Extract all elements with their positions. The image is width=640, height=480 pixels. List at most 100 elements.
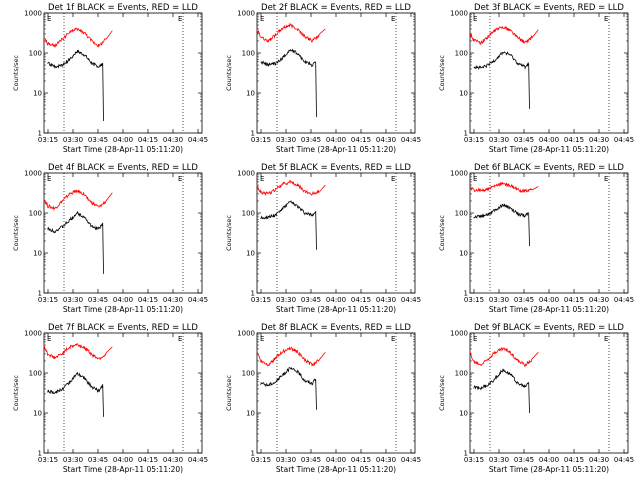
y-tick-label: 10 <box>246 250 255 258</box>
x-tick-label: 03:15 <box>38 296 58 304</box>
x-tick-label: 03:30 <box>276 456 296 464</box>
x-tick-label: 04:00 <box>326 296 346 304</box>
detector-panel: Det 1f BLACK = Events, RED = LLD 1 10 100 10… <box>0 0 213 160</box>
plot-frame <box>256 172 416 294</box>
event-rate-line <box>473 203 530 247</box>
panel-title: Det 2f BLACK = Events, RED = LLD <box>261 3 411 13</box>
y-tick-label: 10 <box>459 90 468 98</box>
x-tick-label: 04:30 <box>163 136 183 144</box>
y-tick-label: 100 <box>29 370 42 378</box>
lld-rate-line <box>256 179 326 197</box>
event-marker-label: E <box>178 335 182 343</box>
y-tick-label: 1000 <box>24 10 42 18</box>
x-tick-label: 04:30 <box>589 136 609 144</box>
x-tick-label: 04:45 <box>614 296 634 304</box>
event-rate-line <box>47 49 104 122</box>
detector-panel: Det 5f BLACK = Events, RED = LLD 1 10 100 10… <box>213 160 426 320</box>
x-tick-label: 04:00 <box>113 136 133 144</box>
panel-title: Det 9f BLACK = Events, RED = LLD <box>474 323 624 333</box>
event-rate-line <box>47 371 104 417</box>
x-tick-label: 03:15 <box>38 136 58 144</box>
x-tick-label: 03:15 <box>251 136 271 144</box>
y-tick-label: 100 <box>242 370 255 378</box>
y-tick-label: 1 <box>464 130 468 138</box>
detector-panel: Det 4f BLACK = Events, RED = LLD 1 10 100 10… <box>0 160 213 320</box>
x-tick-label: 04:15 <box>138 296 158 304</box>
x-tick-label: 03:15 <box>38 456 58 464</box>
x-tick-label: 04:00 <box>326 456 346 464</box>
y-tick-label: 1 <box>464 450 468 458</box>
x-tick-label: 03:15 <box>251 296 271 304</box>
lld-rate-line <box>469 346 539 368</box>
event-marker-label: E <box>47 335 51 343</box>
x-tick-label: 04:15 <box>351 456 371 464</box>
x-axis-label: Start Time (28-Apr-11 05:11:20) <box>489 465 609 474</box>
y-tick-label: 1 <box>251 290 255 298</box>
detector-panel: Det 2f BLACK = Events, RED = LLD 1 10 100 10… <box>213 0 426 160</box>
lld-rate-line <box>256 22 326 43</box>
plot-frame <box>43 332 203 454</box>
y-tick-label: 1000 <box>237 10 255 18</box>
event-rate-line <box>473 368 530 414</box>
x-tick-label: 04:30 <box>376 456 396 464</box>
y-tick-label: 1000 <box>237 170 255 178</box>
x-tick-label: 04:15 <box>564 456 584 464</box>
x-tick-label: 04:30 <box>589 296 609 304</box>
x-tick-label: 04:30 <box>376 296 396 304</box>
panel-chart: Det 6f BLACK = Events, RED = LLD 1 10 100 10… <box>438 163 634 314</box>
x-tick-label: 04:15 <box>138 136 158 144</box>
y-tick-label: 100 <box>455 370 468 378</box>
x-tick-label: 03:30 <box>276 296 296 304</box>
x-tick-label: 04:15 <box>138 456 158 464</box>
detector-panel: Det 9f BLACK = Events, RED = LLD 1 10 100 10… <box>426 320 639 480</box>
x-tick-label: 04:00 <box>113 456 133 464</box>
x-tick-label: 03:15 <box>464 456 484 464</box>
x-tick-label: 03:30 <box>489 296 509 304</box>
panel-title: Det 3f BLACK = Events, RED = LLD <box>474 3 624 13</box>
y-tick-label: 10 <box>246 410 255 418</box>
panel-chart: Det 8f BLACK = Events, RED = LLD 1 10 100 10… <box>225 323 421 474</box>
event-marker-label: E <box>473 175 477 183</box>
x-tick-label: 04:45 <box>188 296 208 304</box>
event-marker-label: E <box>473 15 477 23</box>
x-tick-label: 04:45 <box>614 456 634 464</box>
lld-rate-line <box>256 346 326 367</box>
y-tick-label: 10 <box>246 90 255 98</box>
x-tick-label: 03:45 <box>301 296 321 304</box>
x-tick-label: 04:30 <box>163 456 183 464</box>
x-tick-label: 04:45 <box>401 136 421 144</box>
x-tick-label: 03:30 <box>489 136 509 144</box>
event-marker-label: E <box>260 175 264 183</box>
plot-frame <box>43 12 203 134</box>
y-tick-label: 1 <box>464 290 468 298</box>
detector-panel: Det 8f BLACK = Events, RED = LLD 1 10 100 10… <box>213 320 426 480</box>
x-tick-label: 03:15 <box>464 296 484 304</box>
lld-rate-line <box>469 25 539 46</box>
x-tick-label: 03:30 <box>63 456 83 464</box>
x-axis-label: Start Time (28-Apr-11 05:11:20) <box>276 145 396 154</box>
x-tick-label: 04:00 <box>539 456 559 464</box>
y-axis-label: Counts/sec <box>12 375 20 411</box>
y-tick-label: 100 <box>29 50 42 58</box>
y-tick-label: 10 <box>33 250 42 258</box>
y-tick-label: 1000 <box>237 330 255 338</box>
y-axis-label: Counts/sec <box>225 375 233 411</box>
y-tick-label: 100 <box>242 50 255 58</box>
event-rate-line <box>260 48 317 118</box>
x-axis-label: Start Time (28-Apr-11 05:11:20) <box>63 145 183 154</box>
panel-chart: Det 2f BLACK = Events, RED = LLD 1 10 100 10… <box>225 3 421 154</box>
x-tick-label: 03:15 <box>251 456 271 464</box>
y-tick-label: 100 <box>455 210 468 218</box>
detector-panel: Det 6f BLACK = Events, RED = LLD 1 10 100 10… <box>426 160 639 320</box>
y-axis-label: Counts/sec <box>225 55 233 91</box>
y-tick-label: 1000 <box>24 170 42 178</box>
x-tick-label: 04:00 <box>113 296 133 304</box>
event-marker-label: E <box>604 15 608 23</box>
x-axis-label: Start Time (28-Apr-11 05:11:20) <box>489 305 609 314</box>
y-axis-label: Counts/sec <box>12 55 20 91</box>
panel-title: Det 4f BLACK = Events, RED = LLD <box>48 163 198 173</box>
detector-panel: Det 7f BLACK = Events, RED = LLD 1 10 100 10… <box>0 320 213 480</box>
x-tick-label: 04:15 <box>564 296 584 304</box>
event-rate-line <box>260 200 317 250</box>
